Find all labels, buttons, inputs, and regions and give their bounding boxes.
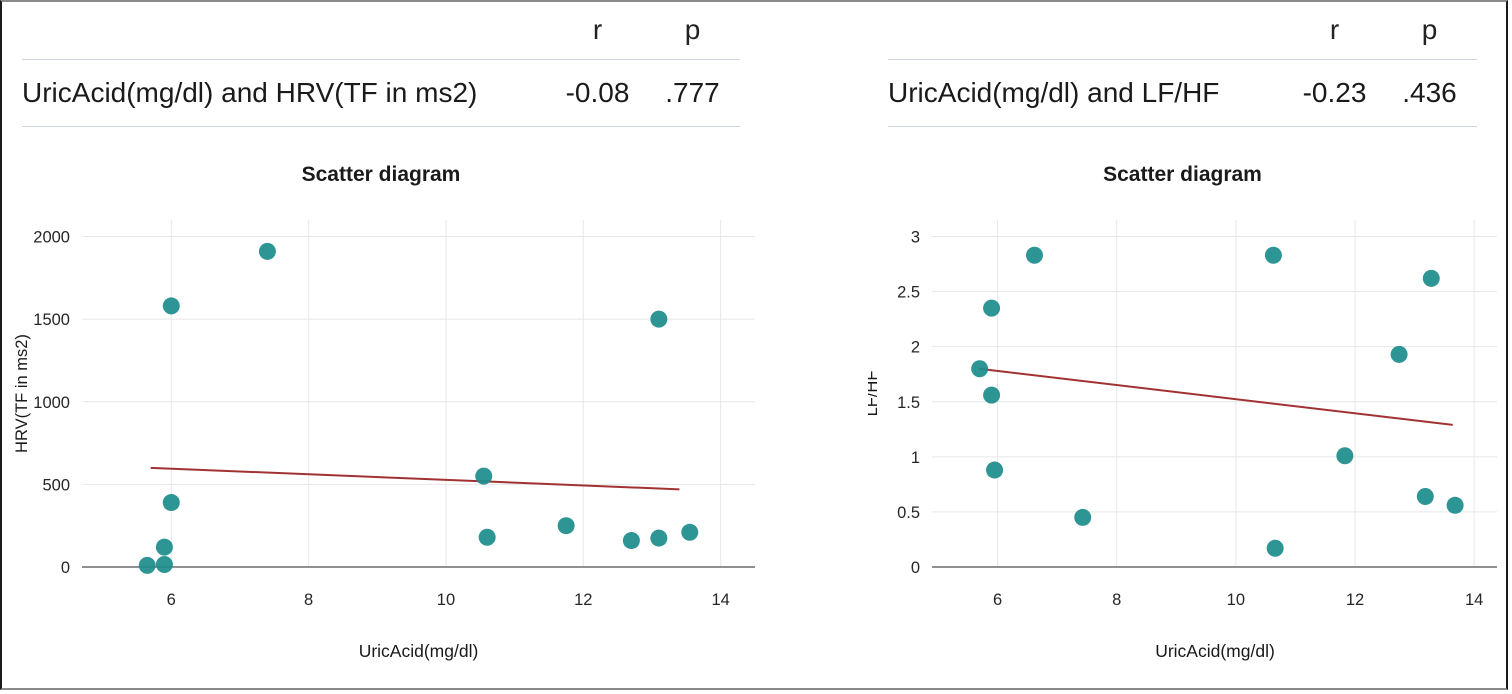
- svg-text:1: 1: [911, 449, 920, 467]
- svg-text:3: 3: [911, 229, 920, 247]
- svg-text:1.5: 1.5: [897, 394, 920, 412]
- svg-text:14: 14: [1465, 591, 1483, 609]
- svg-text:0: 0: [911, 559, 920, 577]
- svg-text:10: 10: [437, 591, 455, 609]
- svg-text:2: 2: [911, 339, 920, 357]
- svg-text:2000: 2000: [33, 229, 70, 247]
- svg-text:12: 12: [574, 591, 592, 609]
- svg-text:6: 6: [993, 591, 1002, 609]
- svg-text:8: 8: [1112, 591, 1121, 609]
- svg-text:UricAcid(mg/dl): UricAcid(mg/dl): [1155, 641, 1275, 661]
- svg-text:500: 500: [42, 476, 70, 494]
- svg-text:12: 12: [1346, 591, 1364, 609]
- svg-text:1000: 1000: [33, 394, 70, 412]
- svg-text:2.5: 2.5: [897, 284, 920, 302]
- svg-text:14: 14: [711, 591, 729, 609]
- svg-text:6: 6: [167, 591, 176, 609]
- svg-text:10: 10: [1227, 591, 1245, 609]
- svg-text:UricAcid(mg/dl): UricAcid(mg/dl): [359, 641, 479, 661]
- svg-text:LF/HF: LF/HF: [868, 371, 881, 417]
- svg-text:1500: 1500: [33, 311, 70, 329]
- svg-text:0: 0: [61, 559, 70, 577]
- svg-text:8: 8: [304, 591, 313, 609]
- svg-text:HRV(TF in ms2): HRV(TF in ms2): [13, 334, 31, 453]
- svg-text:0.5: 0.5: [897, 504, 920, 522]
